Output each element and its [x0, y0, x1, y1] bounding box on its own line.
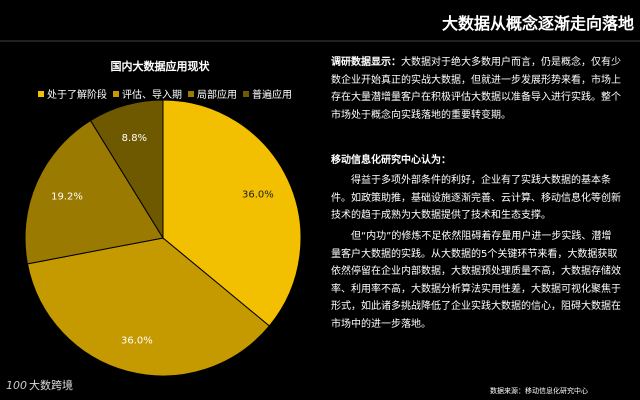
- survey-paragraph: 调研数据显示：大数据对于绝大多数用户而言，仍是概念，仅有少数企业开始真正的实战大…: [331, 54, 621, 124]
- legend-swatch-1: [113, 90, 119, 97]
- legend-label-3: 普遍应用: [252, 90, 292, 101]
- logo-text: 大数跨境: [29, 379, 73, 392]
- legend-swatch-0: [38, 90, 44, 97]
- pie-label-3: 8.8%: [122, 133, 147, 144]
- chart-legend: 处于了解阶段 评估、导入期 局部应用 普遍应用: [38, 86, 292, 101]
- legend-item-0: 处于了解阶段: [38, 86, 107, 101]
- legend-label-1: 评估、导入期: [122, 90, 182, 101]
- research-paragraph-1: 得益于多项外部条件的利好，企业有了实践大数据的基本条件。如政策助推，基础设施逐渐…: [331, 175, 621, 221]
- pie-label-0: 36.0%: [242, 189, 274, 200]
- pie-slice-1: [26, 237, 271, 377]
- pie-label-2: 19.2%: [51, 192, 83, 203]
- research-paragraph-2: 但“内功”的修炼不足依然阻碍着存量用户进一步实践、潜增量客户大数据的实践。从大数…: [331, 231, 621, 330]
- legend-swatch-2: [188, 90, 194, 97]
- legend-label-0: 处于了解阶段: [47, 90, 107, 101]
- pie-slice-3: [89, 99, 164, 240]
- legend-label-2: 局部应用: [197, 90, 237, 101]
- pie-chart: 36.0% 36.0% 19.2% 8.8%: [24, 99, 302, 377]
- survey-body: 大数据对于绝大多数用户而言，仍是概念，仅有少数企业开始真正的实战大数据，但就进一…: [331, 57, 621, 121]
- pie-slice-0: [162, 99, 302, 327]
- pie-label-1: 36.0%: [121, 336, 153, 347]
- logo-mark: 100: [6, 379, 27, 392]
- legend-item-3: 普遍应用: [243, 86, 292, 101]
- title-divider: [0, 40, 640, 42]
- legend-item-2: 局部应用: [188, 86, 237, 101]
- research-heading: 移动信息化研究中心认为：: [331, 155, 451, 166]
- brand-logo: 100 大数跨境: [6, 377, 73, 393]
- legend-swatch-3: [243, 90, 249, 97]
- pie-slice-2: [24, 119, 164, 265]
- legend-item-1: 评估、导入期: [113, 86, 182, 101]
- chart-title: 国内大数据应用现状: [110, 60, 210, 73]
- data-source: 数据来源：移动信息化研究中心: [490, 387, 588, 395]
- page-title: 大数据从概念逐渐走向落地: [441, 14, 634, 33]
- survey-label: 调研数据显示：: [331, 57, 401, 68]
